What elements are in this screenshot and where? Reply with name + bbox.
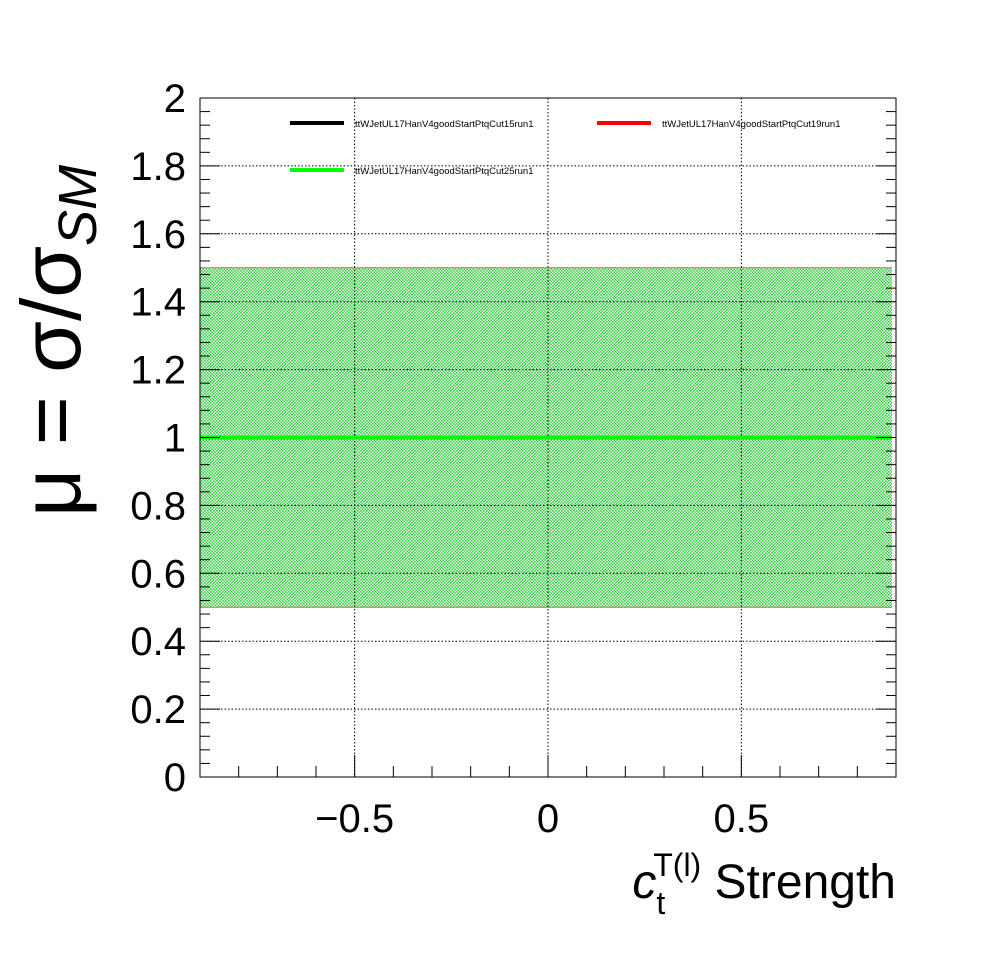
y-tick-label-10: 2 xyxy=(164,77,186,121)
y-tick-label-4: 0.8 xyxy=(130,484,186,528)
legend-label-2: ttWJetUL17HanV4goodStartPtqCut25run1 xyxy=(355,166,534,177)
x-axis-title-sub: t xyxy=(656,885,665,921)
y-axis-title: μ = σ/σSM xyxy=(4,165,108,517)
y-tick-label-3: 0.6 xyxy=(130,552,186,596)
x-axis-title-main: c xyxy=(632,856,656,909)
legend-label-1: ttWJetUL17HanV4goodStartPtqCut19run1 xyxy=(662,119,841,130)
legend: ttWJetUL17HanV4goodStartPtqCut15run1 ttWJ… xyxy=(290,119,841,177)
axes-layer: 0 0.2 0.4 0.6 0.8 1 1.2 1.4 1.6 1.8 2 −0.5 0 0.5 xyxy=(130,77,897,841)
y-axis-title-sub: SM xyxy=(48,165,108,246)
y-tick-label-6: 1.2 xyxy=(130,349,186,393)
y-tick-label-8: 1.6 xyxy=(130,213,186,257)
y-tick-label-5: 1 xyxy=(164,417,186,461)
x-axis-title-sup: T(l) xyxy=(653,847,701,883)
y-tick-label-2: 0.4 xyxy=(130,620,186,664)
y-tick-label-0: 0 xyxy=(164,756,186,800)
y-tick-label-9: 1.8 xyxy=(130,145,186,189)
y-tick-label-1: 0.2 xyxy=(130,688,186,732)
x-tick-label-1: 0 xyxy=(537,797,559,841)
x-tick-label-2: 0.5 xyxy=(714,797,770,841)
y-tick-label-7: 1.4 xyxy=(130,281,186,325)
x-tick-label-0: −0.5 xyxy=(315,797,394,841)
x-axis-title-suffix: Strength xyxy=(701,856,896,909)
x-axis-title: ctT(l) Strength xyxy=(632,847,896,921)
legend-label-0: ttWJetUL17HanV4goodStartPtqCut15run1 xyxy=(355,119,534,130)
y-axis-title-prefix: μ = σ/σ xyxy=(4,246,98,517)
